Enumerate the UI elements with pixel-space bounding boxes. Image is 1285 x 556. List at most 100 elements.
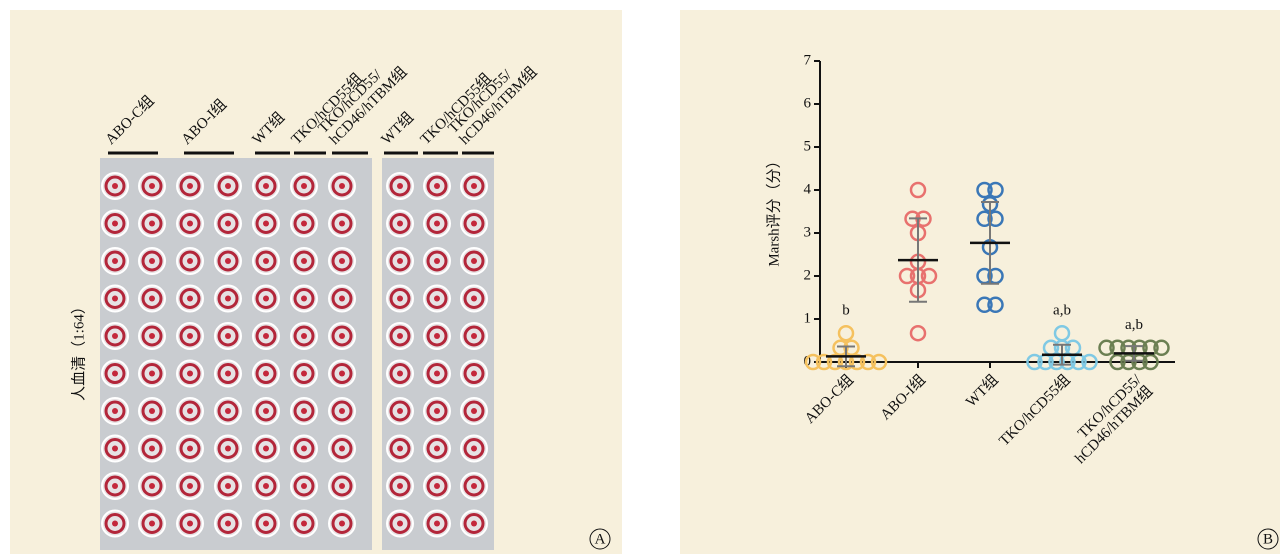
well-dot [471,446,477,452]
well-dot [187,446,193,452]
well-dot [339,371,345,377]
well-dot [149,258,155,264]
well-dot [397,333,403,339]
well-dot [263,521,269,527]
well-dot [339,408,345,414]
well-dot [187,408,193,414]
annotation: a,b [1125,317,1143,333]
well-dot [339,296,345,302]
well-dot [471,408,477,414]
panel-letter: A [595,531,606,547]
y-tick-label: 2 [804,267,812,283]
well-dot [112,258,118,264]
well-dot [471,221,477,227]
well-dot [149,446,155,452]
y-tick-label: 7 [804,52,812,68]
well-dot [225,183,231,189]
panel-letter: B [1263,531,1273,547]
well-dot [397,483,403,489]
well-dot [301,483,307,489]
well-dot [187,296,193,302]
well-dot [225,296,231,302]
well-dot [397,371,403,377]
well-dot [301,521,307,527]
well-dot [471,521,477,527]
well-dot [471,371,477,377]
well-dot [112,521,118,527]
well-dot [225,521,231,527]
well-dot [187,483,193,489]
y-tick-label: 1 [804,310,812,326]
well-dot [434,333,440,339]
well-dot [112,183,118,189]
y-tick-label: 4 [804,181,812,197]
well-dot [397,521,403,527]
page: A B 人血清（1:64） Marsh评分（分） 01234567ba,ba,b… [0,0,1285,556]
well-dot [434,371,440,377]
well-dot [339,521,345,527]
well-dot [301,296,307,302]
side-label: 人血清（1:64） [70,299,87,401]
well-dot [339,221,345,227]
well-dot [263,258,269,264]
well-dot [149,521,155,527]
well-dot [263,183,269,189]
well-dot [263,221,269,227]
well-dot [187,221,193,227]
well-dot [112,446,118,452]
well-dot [339,446,345,452]
well-dot [149,183,155,189]
well-dot [434,483,440,489]
well-dot [112,371,118,377]
y-tick-label: 6 [804,95,812,111]
well-dot [149,408,155,414]
y-tick-label: 3 [804,224,812,240]
well-dot [301,371,307,377]
well-dot [301,446,307,452]
well-dot [339,333,345,339]
well-dot [471,183,477,189]
well-dot [397,408,403,414]
well-dot [112,333,118,339]
well-dot [225,371,231,377]
well-dot [471,258,477,264]
well-dot [301,221,307,227]
well-dot [397,221,403,227]
well-dot [187,521,193,527]
figure: A B 人血清（1:64） Marsh评分（分） 01234567ba,ba,b [0,0,1285,556]
y-tick-label: 5 [804,138,812,154]
well-dot [339,483,345,489]
well-dot [149,296,155,302]
well-dot [263,446,269,452]
well-dot [187,371,193,377]
well-dot [112,221,118,227]
well-dot [397,258,403,264]
well-dot [339,258,345,264]
well-dot [434,258,440,264]
well-dot [225,333,231,339]
well-dot [149,371,155,377]
well-dot [471,333,477,339]
well-dot [263,408,269,414]
well-dot [112,296,118,302]
well-dot [434,521,440,527]
well-dot [263,333,269,339]
well-dot [301,258,307,264]
well-dot [339,183,345,189]
annotation: a,b [1053,303,1071,319]
well-dot [112,483,118,489]
well-dot [434,183,440,189]
well-dot [301,183,307,189]
well-dot [263,296,269,302]
well-dot [397,446,403,452]
well-dot [187,183,193,189]
well-dot [225,221,231,227]
well-dot [149,221,155,227]
well-dot [263,371,269,377]
well-dot [187,333,193,339]
well-dot [301,408,307,414]
well-dot [397,183,403,189]
well-dot [434,408,440,414]
well-dot [112,408,118,414]
well-dot [434,446,440,452]
